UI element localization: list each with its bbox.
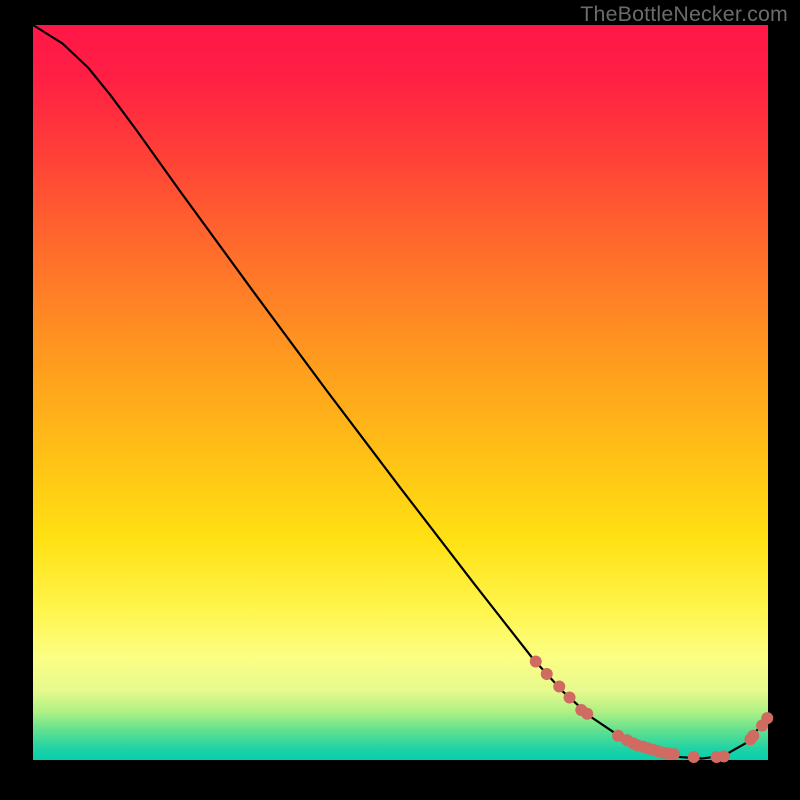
curve-marker bbox=[688, 751, 700, 763]
curve-marker bbox=[718, 750, 730, 762]
curve-marker bbox=[541, 668, 553, 680]
credit-label: TheBottleNecker.com bbox=[580, 2, 788, 27]
curve-marker bbox=[668, 748, 680, 760]
curve-marker bbox=[581, 708, 593, 720]
curve-marker bbox=[747, 730, 759, 742]
curve-marker bbox=[530, 656, 542, 668]
curve-marker bbox=[564, 692, 576, 704]
chart-background bbox=[33, 25, 768, 760]
chart-svg bbox=[33, 25, 768, 760]
curve-marker bbox=[553, 681, 565, 693]
bottleneck-chart bbox=[33, 25, 768, 760]
curve-marker bbox=[761, 712, 773, 724]
